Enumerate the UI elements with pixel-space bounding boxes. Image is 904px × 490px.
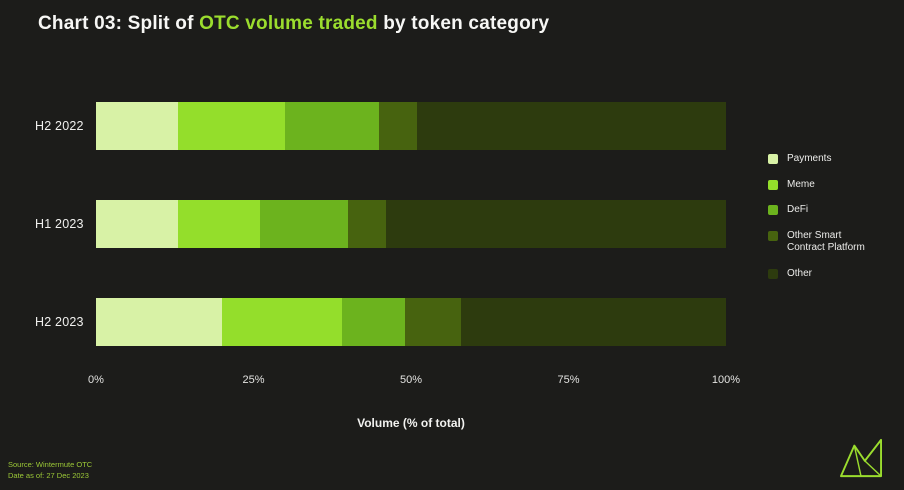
x-tick-label: 50% xyxy=(399,374,423,386)
legend: Payments Meme DeFi Other Smart Contract Pla… xyxy=(768,153,888,280)
stacked-bar xyxy=(96,102,726,150)
x-tick-label: 25% xyxy=(242,374,265,386)
bar-row-h2-2022: H2 2022 xyxy=(0,102,904,150)
source-note: Source: Wintermute OTC Date as of: 27 De… xyxy=(8,460,92,481)
source-line: Source: Wintermute OTC xyxy=(8,460,93,469)
legend-swatch xyxy=(768,154,778,164)
bar-segment-payments xyxy=(96,200,178,248)
bar-segment-other xyxy=(385,200,726,248)
legend-swatch xyxy=(768,205,778,215)
x-tick-label: 75% xyxy=(557,374,580,386)
bar-segment-other xyxy=(461,298,726,346)
legend-swatch xyxy=(768,179,778,190)
stacked-bar xyxy=(96,200,726,248)
legend-item-defi: DeFi xyxy=(768,204,888,217)
chart-title-highlight: OTC volume traded xyxy=(199,13,378,34)
category-label: H2 2023 xyxy=(35,315,84,329)
bar-rows: H2 2022 H1 2023 H2 2023 xyxy=(0,102,904,396)
legend-swatch xyxy=(768,268,778,279)
date-line: Date as of: 27 Dec 2023 xyxy=(8,470,89,480)
legend-item-meme: Meme xyxy=(768,179,888,192)
category-label: H1 2023 xyxy=(35,217,84,231)
bar-segment-meme xyxy=(177,102,285,150)
legend-label: Meme xyxy=(787,178,815,190)
bar-segment-defi xyxy=(259,200,348,248)
x-axis-label: Volume (% of total) xyxy=(357,416,465,430)
chart-title-suffix: by token category xyxy=(377,13,550,34)
legend-label: Other Smart Contract Platform xyxy=(787,229,865,254)
bar-segment-other-smart-contract-platform xyxy=(347,200,386,248)
bar-segment-other-smart-contract-platform xyxy=(404,298,462,346)
bar-segment-other-smart-contract-platform xyxy=(379,102,418,150)
x-axis-ticks: 0% 25% 50% 75% 100% xyxy=(88,374,740,388)
bar-segment-payments xyxy=(96,102,178,150)
legend-label: Payments xyxy=(787,153,832,164)
wintermute-logo xyxy=(838,437,884,479)
stacked-bar xyxy=(96,298,726,346)
legend-label: DeFi xyxy=(787,204,809,215)
legend-item-payments: Payments xyxy=(768,153,888,166)
bar-row-h2-2023: H2 2023 xyxy=(0,298,904,346)
bar-segment-meme xyxy=(177,200,260,248)
chart-title: Chart 03: Split of OTC volume traded by … xyxy=(38,13,549,35)
bar-row-h1-2023: H1 2023 xyxy=(0,200,904,248)
chart-title-prefix: Chart 03: Split of xyxy=(38,13,200,34)
bar-segment-other xyxy=(417,102,726,150)
x-tick-label: 100% xyxy=(711,374,741,386)
bar-segment-defi xyxy=(284,102,380,150)
legend-item-other: Other xyxy=(768,268,888,281)
category-label: H2 2022 xyxy=(35,119,84,133)
bar-segment-defi xyxy=(341,298,405,346)
legend-swatch xyxy=(768,230,778,241)
legend-item-other-smart-contract-platform: Other Smart Contract Platform xyxy=(768,230,888,255)
legend-label: Other xyxy=(787,267,813,279)
x-tick-label: 0% xyxy=(88,374,104,386)
bar-segment-payments xyxy=(96,298,222,346)
bar-segment-meme xyxy=(222,298,342,346)
